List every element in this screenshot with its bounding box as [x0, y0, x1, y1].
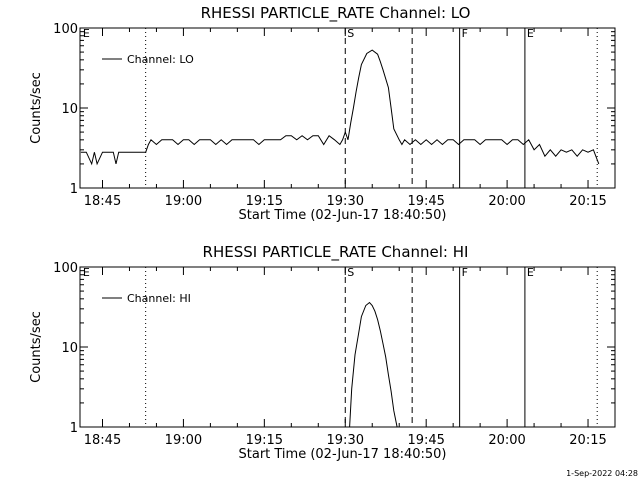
x-tick-label: 18:45	[84, 433, 121, 448]
legend-entry: Channel: HI	[127, 292, 191, 305]
x-tick-label: 18:45	[84, 194, 121, 209]
plot-frame	[79, 266, 616, 428]
x-tick-label: 19:15	[246, 433, 283, 448]
x-tick-label: 20:15	[569, 194, 606, 209]
x-tick-label: 20:00	[488, 194, 525, 209]
y-tick-label: 10	[61, 341, 78, 356]
x-tick-label: 20:15	[569, 433, 606, 448]
generation-timestamp: 1-Sep-2022 04:28	[566, 469, 638, 478]
y-tick-label: 10	[61, 102, 78, 117]
event-marker-label: E	[83, 27, 90, 40]
event-marker-label: E	[83, 266, 90, 279]
y-tick-label: 1	[70, 421, 78, 436]
hi-channel-panel: RHESSI PARTICLE_RATE Channel: HI 1 10 100 18…	[29, 243, 616, 462]
y-axis-label: Counts/sec	[29, 311, 44, 383]
x-tick-label: 19:30	[327, 433, 364, 448]
x-tick-label: 19:45	[407, 433, 444, 448]
data-series-line	[80, 49, 600, 166]
event-marker-label: S	[347, 266, 354, 279]
legend-entry: Channel: LO	[127, 53, 194, 66]
event-marker-label: F	[462, 266, 468, 279]
x-tick-label: 19:00	[165, 433, 202, 448]
y-axis-label: Counts/sec	[29, 72, 44, 144]
x-tick-label: 19:30	[327, 194, 364, 209]
y-tick-label: 100	[53, 22, 78, 37]
chart-title: RHESSI PARTICLE_RATE Channel: HI	[203, 243, 469, 262]
event-marker-label: S	[347, 27, 354, 40]
y-tick-label: 100	[53, 261, 78, 276]
y-tick-label: 1	[70, 182, 78, 197]
event-marker-label: F	[462, 27, 468, 40]
event-marker-label: E	[527, 27, 534, 40]
x-axis-label: Start Time (02-Jun-17 18:40:50)	[239, 447, 447, 462]
lo-channel-panel: RHESSI PARTICLE_RATE Channel: LO 1 10 100 18…	[29, 4, 616, 223]
data-series-line	[349, 301, 398, 428]
x-tick-label: 19:15	[246, 194, 283, 209]
chart-title: RHESSI PARTICLE_RATE Channel: LO	[201, 4, 471, 23]
x-tick-label: 19:00	[165, 194, 202, 209]
x-axis-label: Start Time (02-Jun-17 18:40:50)	[239, 208, 447, 223]
plot-frame	[79, 27, 616, 189]
x-tick-label: 19:45	[407, 194, 444, 209]
x-tick-label: 20:00	[488, 433, 525, 448]
event-marker-label: E	[527, 266, 534, 279]
